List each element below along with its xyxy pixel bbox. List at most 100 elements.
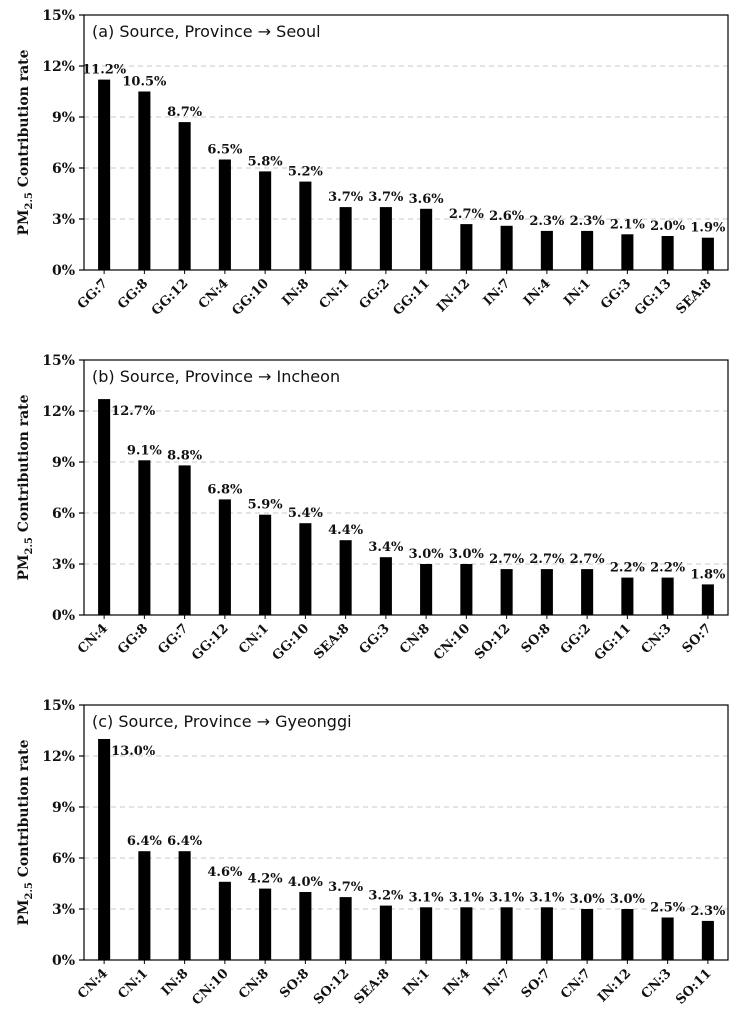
panel-c-data-label-11: 3.1% (489, 890, 525, 905)
panel-c-data-label-3: 6.4% (167, 834, 203, 849)
panel-a-y-axis-title: PM2.5 Contribution rate (16, 49, 35, 235)
panel-c-y-tick-label: 15% (42, 698, 75, 714)
panel-b-bar-16 (701, 584, 714, 615)
panel-a-bar-3 (178, 122, 191, 270)
panel-b-y-tick-label: 0% (52, 608, 75, 624)
panel-b-y-tick-label: 15% (42, 353, 75, 369)
panel-b-category-label-7: SEA:8 (311, 621, 352, 662)
panel-c-data-label-10: 3.1% (449, 890, 485, 905)
panel-c-data-label-14: 3.0% (610, 892, 646, 907)
panel-b-data-label-4: 6.8% (207, 482, 243, 497)
panel-b-bar-9 (420, 564, 433, 615)
panel-c-bar-11 (500, 907, 513, 960)
panel-a-y-tick-label: 15% (42, 8, 75, 24)
panel-b-y-tick-label: 3% (52, 557, 75, 573)
panel-c-y-axis-title: PM2.5 Contribution rate (16, 739, 35, 925)
panel-c-bar-16 (701, 920, 714, 960)
panel-b-bar-2 (138, 460, 151, 615)
panel-c-data-label-16: 2.3% (690, 904, 726, 919)
panel-a-category-label-13: IN:1 (561, 276, 594, 309)
panel-b-bar-6 (299, 523, 312, 615)
panel-c-plot-frame (83, 704, 729, 961)
panel-b-category-label-13: GG:2 (558, 621, 594, 657)
panel-c-data-label-13: 3.0% (570, 892, 606, 907)
panel-c-category-label-15: CN:3 (639, 966, 675, 1002)
panel-a-y-tick-label: 6% (52, 161, 75, 177)
panel-b-bar-8 (379, 557, 392, 615)
panel-c-data-label-4: 4.6% (207, 865, 243, 880)
panel-a-bar-1 (98, 79, 111, 270)
panel-b-y-axis-title: PM2.5 Contribution rate (16, 394, 35, 580)
panel-b-data-label-12: 2.7% (529, 552, 565, 567)
panel-b-data-label-10: 3.0% (449, 547, 485, 562)
panel-c-data-label-15: 2.5% (650, 901, 686, 916)
panel-a-bar-16 (701, 237, 714, 270)
panel-b-data-label-7: 4.4% (328, 523, 364, 538)
panel-b-bar-7 (339, 540, 352, 615)
panel-b-data-label-14: 2.2% (610, 561, 646, 576)
panel-a-data-label-11: 2.6% (489, 209, 525, 224)
panel-b-category-label-9: CN:8 (397, 621, 433, 657)
panel-a-category-label-15: GG:13 (632, 276, 674, 318)
chart-panel-a: 0% 3% 6% 9% 12% 15% PM2.5 Contribution rate (a)… (16, 8, 729, 319)
panel-a-y-tick-label: 3% (52, 212, 75, 228)
panel-c-category-label-3: IN:8 (159, 966, 192, 999)
panel-a-category-label-5: GG:10 (229, 276, 271, 318)
panel-a-bar-15 (661, 236, 674, 270)
panel-c-bar-14 (621, 909, 634, 960)
panel-a-data-label-10: 2.7% (449, 207, 485, 222)
panel-a-bar-5 (259, 171, 272, 270)
panel-c-data-label-2: 6.4% (127, 834, 163, 849)
panel-b-category-label-2: GG:8 (115, 621, 151, 657)
panel-c-bar-7 (339, 897, 352, 960)
panel-b-category-label-16: SO:7 (680, 621, 715, 656)
panel-b-category-label-12: SO:8 (519, 621, 554, 656)
panel-a-bar-12 (540, 230, 553, 270)
panel-c-y-tick-label: 3% (52, 902, 75, 918)
panel-a-bar-9 (420, 208, 433, 270)
panel-a-bar-10 (460, 224, 473, 270)
panel-a-data-label-13: 2.3% (570, 214, 606, 229)
panel-a-plot-frame (83, 14, 729, 271)
panel-a-y-tick-label: 0% (52, 263, 75, 279)
panel-a-category-label-12: IN:4 (521, 276, 554, 309)
panel-a-category-label-9: GG:11 (390, 276, 432, 318)
panel-b-data-label-11: 2.7% (489, 552, 525, 567)
panel-c-bar-13 (581, 909, 594, 960)
panel-a-category-label-2: GG:8 (115, 276, 151, 312)
panel-b-title: (b) Source, Province → Incheon (92, 367, 340, 386)
panel-a-data-label-3: 8.7% (167, 105, 203, 120)
panel-a-category-label-16: SEA:8 (674, 276, 715, 317)
panel-b-category-label-10: CN:10 (431, 621, 473, 663)
panel-c-category-label-14: IN:12 (595, 966, 634, 1005)
panel-b-category-label-4: GG:12 (189, 621, 231, 663)
panel-a-category-label-8: GG:2 (357, 276, 393, 312)
panel-c-bar-9 (420, 907, 433, 960)
panel-a-bar-2 (138, 91, 151, 270)
panel-c-y-tick-label: 0% (52, 953, 75, 969)
panel-a-bar-14 (621, 234, 634, 270)
panel-c-bar-5 (259, 888, 272, 960)
panel-b-category-label-11: SO:12 (472, 621, 513, 662)
panel-b-category-label-1: CN:4 (75, 621, 111, 657)
panel-b-data-label-6: 5.4% (288, 506, 324, 521)
panel-c-data-label-8: 3.2% (368, 889, 404, 904)
panel-b-bar-5 (259, 514, 272, 615)
panel-c-bar-2 (138, 851, 151, 960)
panel-c-data-label-7: 3.7% (328, 880, 364, 895)
panel-a-bar-13 (581, 230, 594, 270)
panel-b-bar-13 (581, 569, 594, 615)
panel-c-data-label-6: 4.0% (288, 875, 324, 890)
panel-b-bar-10 (460, 564, 473, 615)
panel-b-bar-14 (621, 577, 634, 615)
panel-b-category-label-3: GG:7 (155, 621, 191, 657)
panel-a-category-label-7: CN:1 (317, 276, 353, 312)
panel-c-bar-15 (661, 917, 674, 960)
panel-a-category-label-3: GG:12 (149, 276, 191, 318)
panel-a-category-label-10: IN:12 (434, 276, 473, 315)
panel-a-data-label-5: 5.8% (248, 154, 284, 169)
panel-a-data-label-12: 2.3% (529, 214, 565, 229)
panel-c-y-tick-label: 6% (52, 851, 75, 867)
panel-b-bar-4 (218, 499, 231, 615)
chart-panel-b: 0% 3% 6% 9% 12% 15% PM2.5 Contribution rate (b)… (16, 353, 729, 664)
